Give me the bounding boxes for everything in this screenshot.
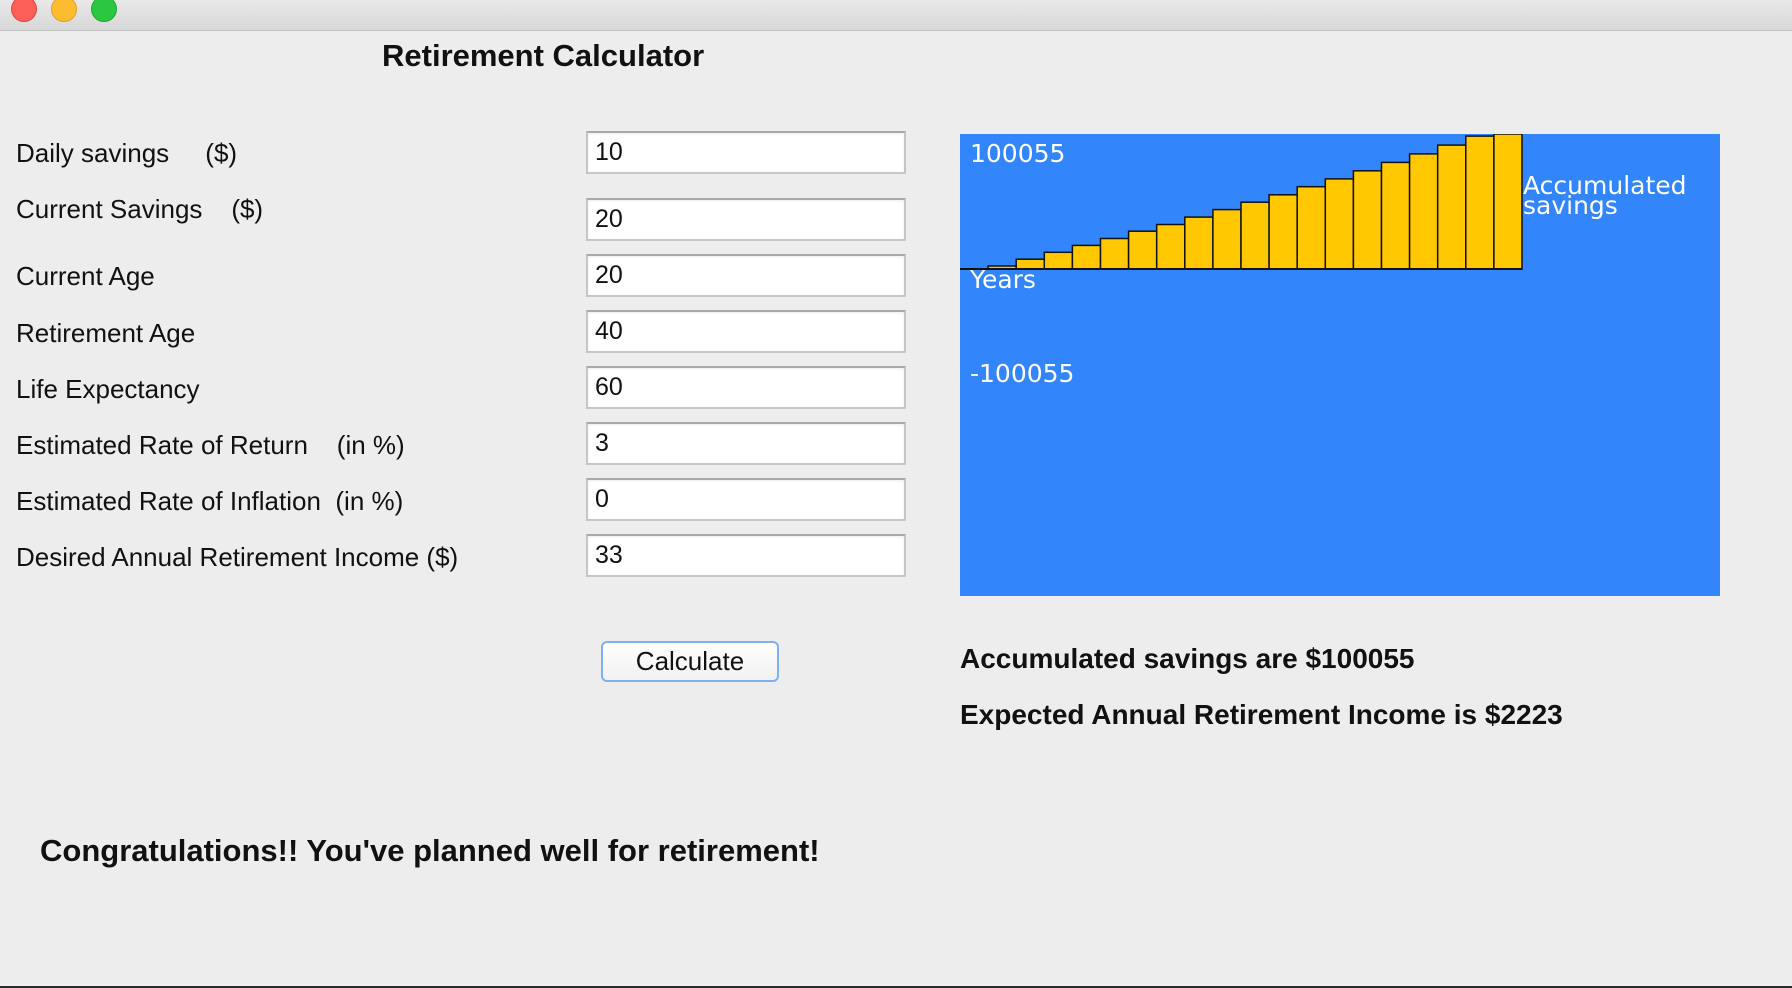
congratulations-message: Congratulations!! You've planned well fo… <box>40 833 820 868</box>
window-bottom-edge <box>0 986 1792 988</box>
savings-bar <box>1071 244 1102 270</box>
chart-series-label-line1: Accumulated <box>1523 171 1687 200</box>
life-expectancy-label: Life Expectancy <box>16 374 200 404</box>
savings-bar <box>1127 230 1158 270</box>
rate-of-inflation-input[interactable] <box>586 478 906 521</box>
chart-min-label: -100055 <box>970 359 1074 388</box>
savings-bar <box>1408 153 1439 270</box>
expected-income-result: Expected Annual Retirement Income is $22… <box>960 699 1563 730</box>
zoom-window-button[interactable] <box>91 0 117 22</box>
page-title: Retirement Calculator <box>382 38 705 73</box>
window-titlebar <box>0 0 1792 31</box>
savings-bar <box>1352 170 1383 270</box>
rate-of-return-input[interactable] <box>586 422 906 465</box>
savings-bar <box>1184 216 1214 270</box>
savings-chart: 100055 Years -100055 Accumulated savings <box>960 134 1720 596</box>
rate-of-return-label: Estimated Rate of Return (in %) <box>16 430 405 460</box>
current-age-input[interactable] <box>586 254 906 297</box>
daily-savings-label: Daily savings ($) <box>16 138 238 168</box>
savings-bar <box>1240 201 1270 270</box>
savings-bar <box>1099 237 1130 270</box>
savings-bar <box>1324 178 1355 270</box>
savings-chart-svg: 100055 Years -100055 Accumulated savings <box>960 134 1687 388</box>
savings-bar <box>1493 134 1523 270</box>
chart-x-axis-label: Years <box>969 265 1036 294</box>
chart-series-label-line2: savings <box>1523 191 1618 220</box>
chart-max-label: 100055 <box>970 139 1065 168</box>
savings-bar <box>1268 194 1298 270</box>
retirement-age-label: Retirement Age <box>16 318 196 348</box>
retirement-age-input[interactable] <box>586 310 906 353</box>
daily-savings-input[interactable] <box>586 131 906 174</box>
savings-bar <box>1380 161 1411 270</box>
life-expectancy-input[interactable] <box>586 366 906 409</box>
rate-of-inflation-label: Estimated Rate of Inflation (in %) <box>16 486 404 516</box>
close-window-button[interactable] <box>11 0 37 22</box>
desired-income-input[interactable] <box>586 534 906 577</box>
current-savings-input[interactable] <box>586 198 906 241</box>
current-age-label: Current Age <box>16 261 155 291</box>
savings-bar <box>1155 223 1186 270</box>
savings-bar <box>1465 135 1495 270</box>
accumulated-savings-result: Accumulated savings are $100055 <box>960 643 1415 674</box>
minimize-window-button[interactable] <box>51 0 77 22</box>
current-savings-label: Current Savings ($) <box>16 194 264 224</box>
savings-bar <box>1212 208 1242 270</box>
calculate-button[interactable]: Calculate <box>601 641 779 682</box>
savings-bar <box>1296 185 1327 270</box>
savings-bar <box>1436 144 1467 270</box>
desired-income-label: Desired Annual Retirement Income ($) <box>16 542 459 572</box>
savings-bar <box>1043 251 1074 270</box>
savings-bars <box>987 134 1523 270</box>
